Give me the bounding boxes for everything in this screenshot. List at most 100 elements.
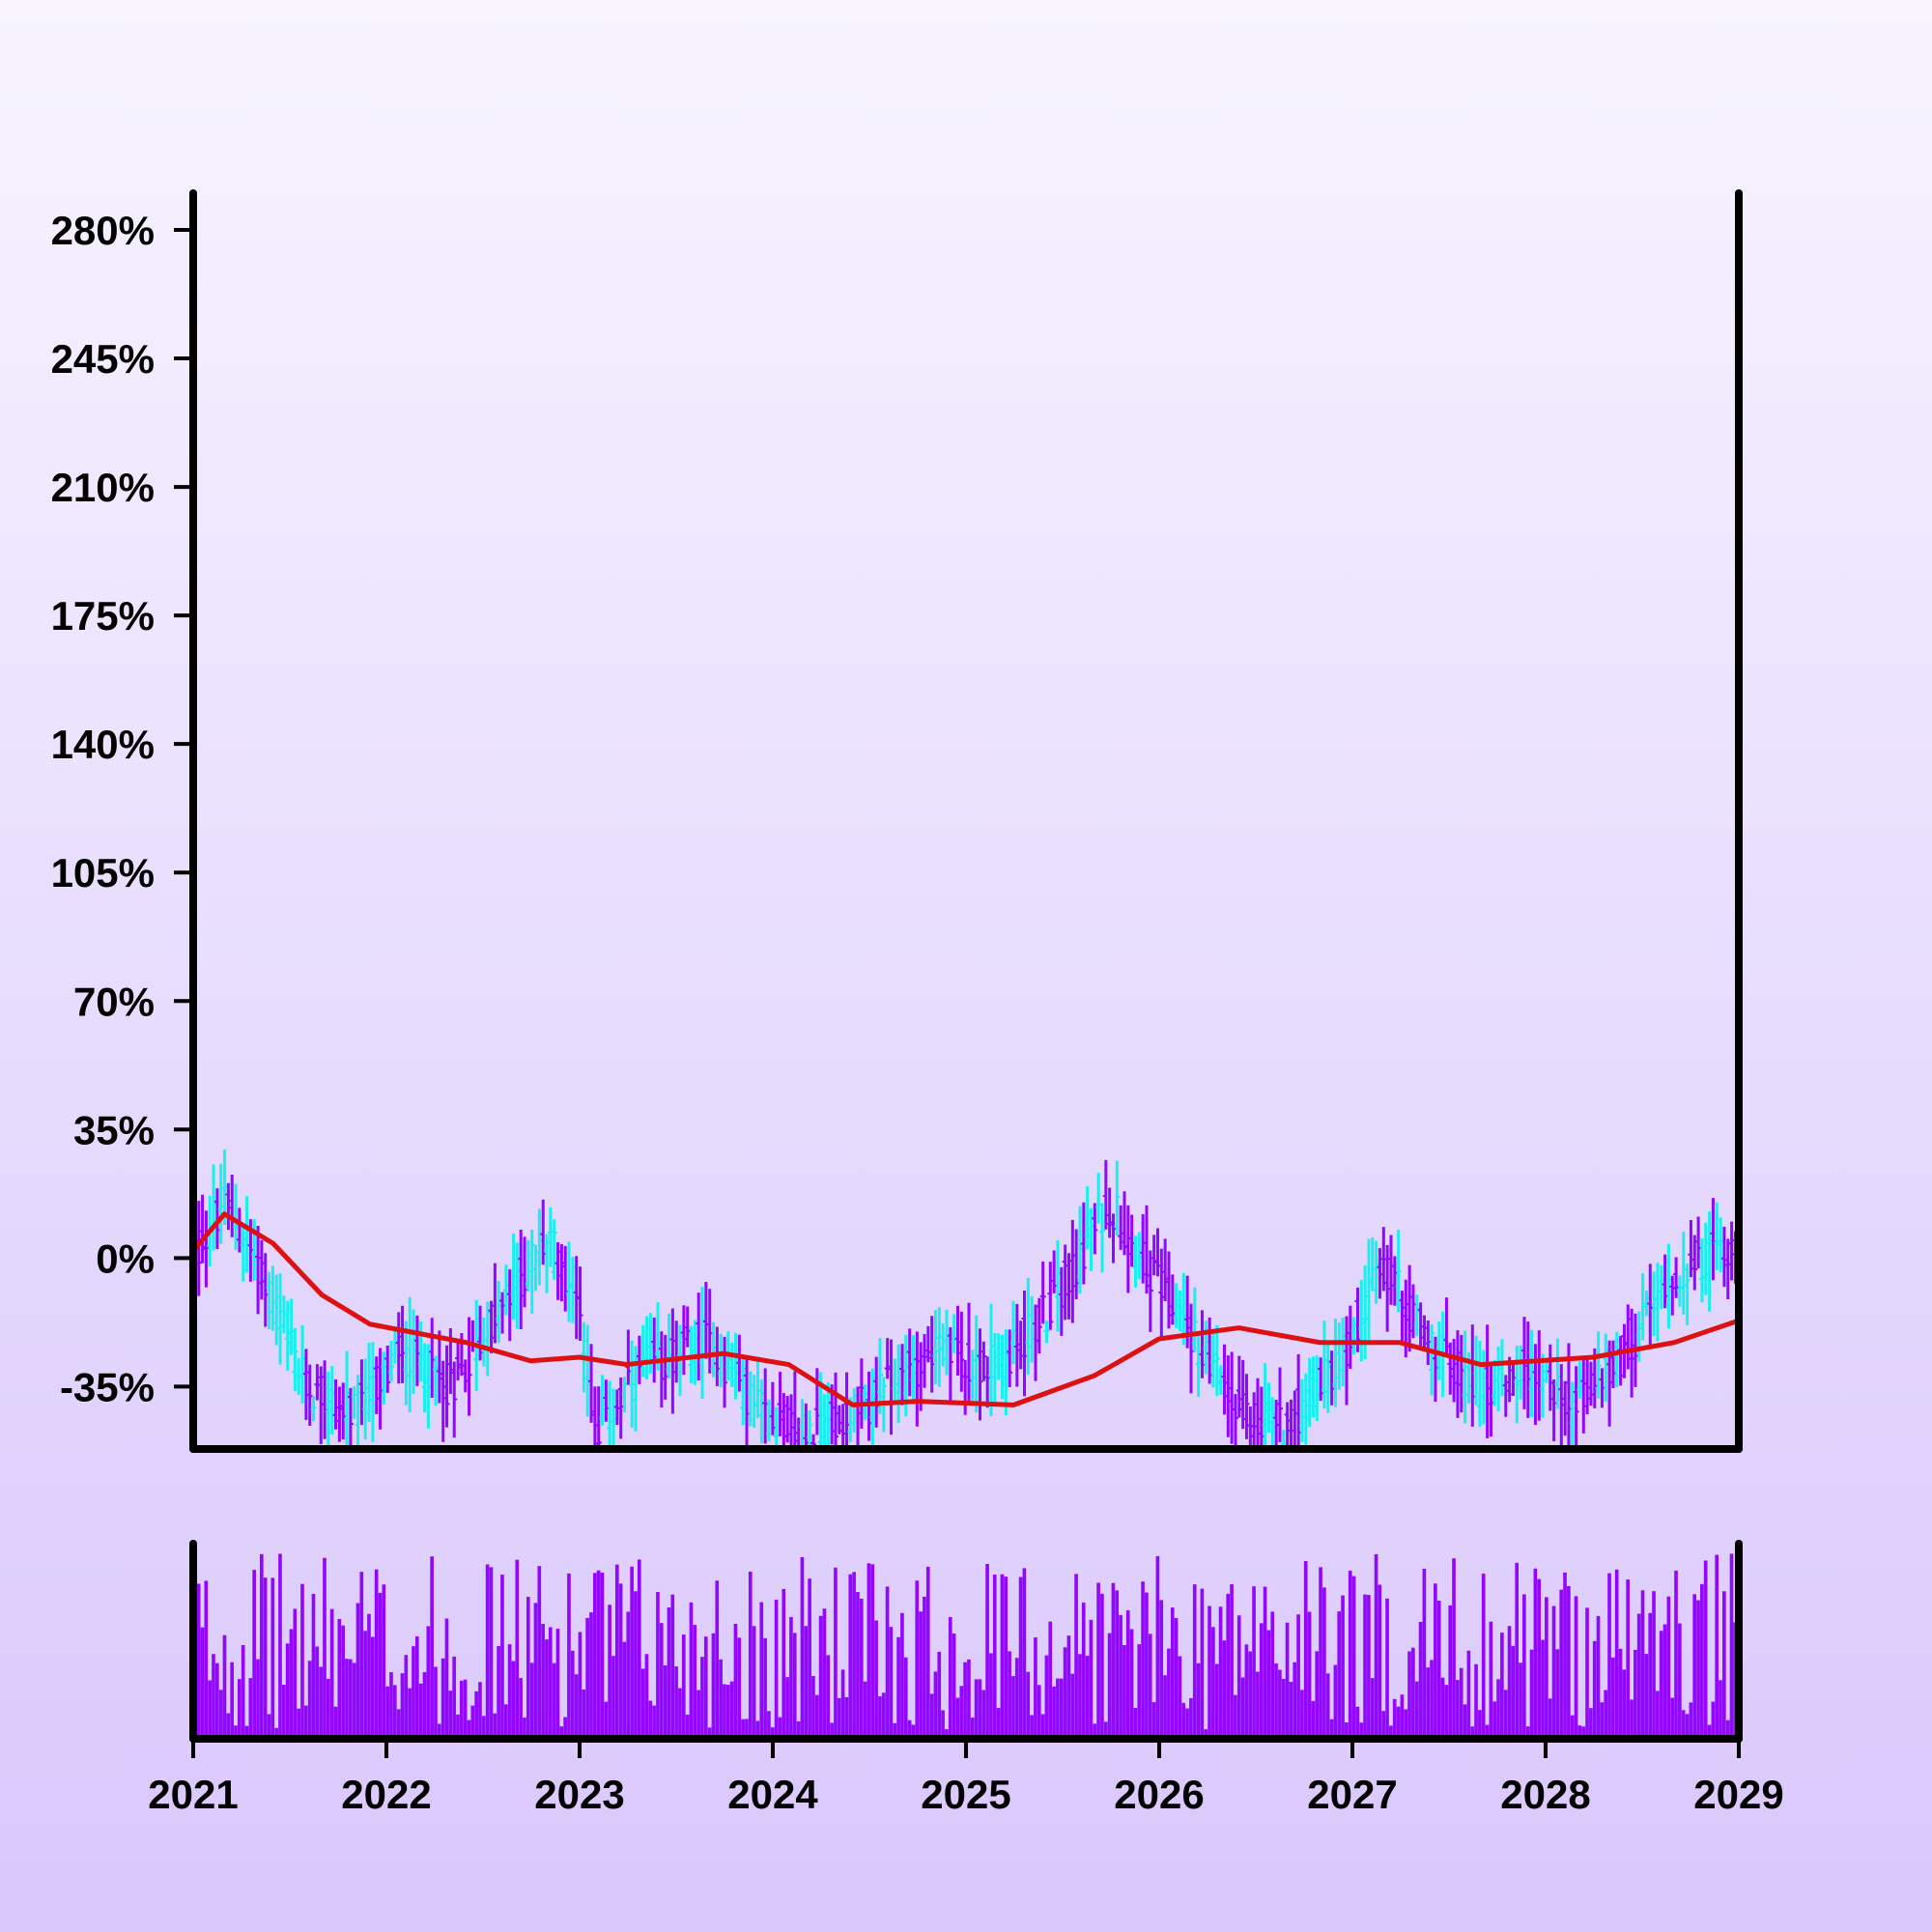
ohlc-bar xyxy=(1647,1264,1654,1349)
volume-bar xyxy=(1167,1648,1171,1739)
volume-bar xyxy=(929,1693,934,1739)
ohlc-bar xyxy=(558,1244,565,1302)
ohlc-bar xyxy=(388,1340,395,1382)
ohlc-bar xyxy=(984,1356,991,1408)
volume-bar xyxy=(1111,1582,1116,1739)
volume-bar xyxy=(778,1717,782,1739)
volume-bar xyxy=(840,1669,845,1739)
y-tick-label: 175% xyxy=(51,593,155,639)
volume-bar xyxy=(741,1719,745,1739)
volume-bar xyxy=(1234,1694,1237,1739)
ohlc-bar xyxy=(551,1219,557,1280)
ohlc-bar xyxy=(436,1330,442,1404)
ohlc-bar xyxy=(499,1292,506,1334)
ohlc-bar xyxy=(310,1396,317,1422)
ohlc-bar xyxy=(1143,1205,1150,1294)
volume-bar xyxy=(1300,1690,1304,1739)
ohlc-bar xyxy=(910,1335,917,1406)
volume-bar xyxy=(1551,1605,1556,1739)
volume-bar xyxy=(1030,1715,1034,1739)
volume-bar xyxy=(1656,1690,1660,1739)
volume-bar xyxy=(430,1556,434,1739)
volume-bar xyxy=(437,1723,441,1739)
ohlc-bar xyxy=(1025,1278,1032,1376)
volume-bar xyxy=(444,1618,449,1739)
volume-bar xyxy=(459,1680,464,1739)
ohlc-bar xyxy=(395,1312,402,1384)
ohlc-bar xyxy=(914,1331,921,1427)
ohlc-bar xyxy=(1714,1202,1720,1270)
ohlc-bar xyxy=(1710,1198,1717,1281)
volume-bar xyxy=(1474,1663,1478,1739)
volume-bar xyxy=(563,1717,567,1739)
ohlc-bar xyxy=(1232,1394,1238,1445)
ohlc-bar xyxy=(1187,1303,1194,1394)
volume-bar xyxy=(307,1661,312,1739)
volume-bar xyxy=(1070,1673,1075,1739)
volume-bar xyxy=(1592,1640,1597,1739)
ohlc-bar xyxy=(777,1372,783,1436)
volume-bar xyxy=(1522,1594,1526,1739)
ohlc-bar xyxy=(722,1336,728,1408)
ohlc-bar xyxy=(973,1315,980,1412)
volume-bar xyxy=(592,1573,597,1739)
volume-bar xyxy=(574,1674,579,1739)
volume-bar xyxy=(440,1658,445,1739)
volume-bar xyxy=(497,1646,500,1739)
ohlc-bar xyxy=(328,1366,335,1435)
volume-bar xyxy=(585,1617,589,1739)
volume-bar xyxy=(1444,1685,1449,1739)
ohlc-bar xyxy=(1695,1216,1702,1268)
ohlc-bar xyxy=(958,1311,965,1392)
volume-bar xyxy=(1266,1630,1271,1739)
volume-bar xyxy=(1163,1675,1167,1739)
volume-bar xyxy=(1066,1635,1071,1739)
volume-bar xyxy=(648,1700,653,1739)
ohlc-bar xyxy=(1377,1248,1383,1299)
ohlc-bar xyxy=(766,1399,773,1442)
ohlc-bar xyxy=(1324,1343,1331,1413)
ohlc-bar xyxy=(603,1379,610,1422)
volume-bar xyxy=(700,1657,704,1739)
ohlc-bar xyxy=(732,1333,739,1400)
volume-bar xyxy=(1659,1631,1663,1739)
ohlc-bar xyxy=(1528,1329,1535,1417)
volume-bar xyxy=(767,1711,771,1739)
ohlc-bar xyxy=(1676,1275,1683,1307)
ohlc-bar xyxy=(1443,1297,1450,1358)
volume-bar xyxy=(1729,1553,1734,1739)
ohlc-bar xyxy=(1084,1185,1091,1250)
volume-bar xyxy=(1141,1581,1145,1739)
volume-bar xyxy=(1685,1714,1690,1739)
ohlc-bar xyxy=(1550,1379,1557,1441)
ohlc-bar xyxy=(1314,1355,1321,1421)
volume-bar xyxy=(1059,1678,1064,1739)
ohlc-bar xyxy=(728,1342,735,1387)
volume-bar xyxy=(955,1697,960,1739)
volume-bar xyxy=(526,1597,530,1739)
volume-bar xyxy=(1370,1678,1375,1739)
ohlc-bar xyxy=(1540,1353,1547,1418)
ohlc-bar xyxy=(1162,1238,1169,1302)
volume-bar xyxy=(811,1676,815,1739)
volume-bar xyxy=(725,1685,730,1739)
volume-bar xyxy=(1463,1704,1467,1739)
ohlc-bar xyxy=(1121,1191,1127,1256)
x-tick-label: 2025 xyxy=(921,1772,1010,1817)
ohlc-bar xyxy=(1254,1378,1261,1445)
volume-bar xyxy=(552,1662,556,1739)
volume-bar xyxy=(959,1686,964,1739)
ohlc-bar xyxy=(1680,1232,1687,1315)
volume-bar xyxy=(1489,1621,1493,1739)
volume-bar xyxy=(300,1583,304,1739)
volume-bar xyxy=(1351,1576,1356,1739)
volume-bar xyxy=(1711,1701,1716,1739)
ohlc-bar xyxy=(502,1264,509,1316)
ohlc-bar xyxy=(706,1289,713,1374)
volume-bar xyxy=(1192,1584,1197,1739)
volume-bar xyxy=(1093,1723,1097,1739)
ohlc-bar xyxy=(1654,1263,1661,1342)
volume-bar xyxy=(1622,1669,1627,1739)
ohlc-bar xyxy=(1036,1297,1042,1354)
ohlc-bar xyxy=(1458,1334,1464,1413)
